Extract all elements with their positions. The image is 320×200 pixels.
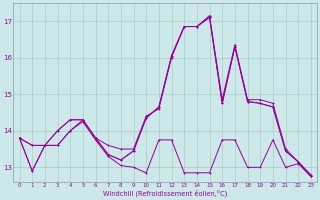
X-axis label: Windchill (Refroidissement éolien,°C): Windchill (Refroidissement éolien,°C) <box>103 190 228 197</box>
